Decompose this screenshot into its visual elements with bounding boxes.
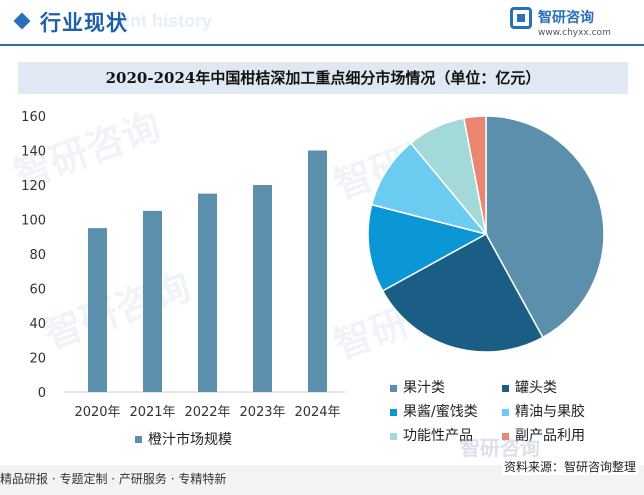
legend-item: 功能性产品 bbox=[390, 426, 473, 446]
legend-label: 功能性产品 bbox=[403, 428, 473, 444]
y-tick-label: 100 bbox=[21, 214, 46, 229]
bar bbox=[198, 193, 217, 392]
header-divider bbox=[0, 44, 644, 46]
logo-name: 智研咨询 bbox=[538, 10, 594, 26]
legend-swatch bbox=[390, 384, 397, 392]
legend-label: 果汁类 bbox=[403, 380, 445, 396]
source-note: 资料来源：智研咨询整理 bbox=[501, 458, 638, 475]
legend-item: 副产品利用 bbox=[502, 426, 585, 446]
legend-swatch bbox=[390, 408, 397, 416]
chart-title: 2020-2024年中国柑桔深加工重点细分市场情况（单位：亿元） bbox=[18, 62, 628, 94]
legend-item: 果汁类 bbox=[390, 378, 445, 398]
legend-label: 罐头类 bbox=[515, 380, 557, 396]
legend-swatch bbox=[502, 384, 509, 392]
pie-slice bbox=[370, 142, 489, 236]
y-tick-label: 80 bbox=[29, 248, 46, 263]
legend-item: 果酱/蜜饯类 bbox=[390, 402, 478, 422]
pie-slice bbox=[485, 115, 605, 339]
y-tick-label: 140 bbox=[21, 145, 46, 160]
y-tick-label: 120 bbox=[21, 179, 46, 194]
bar-chart: 0 20 40 60 80 100 120 140 160 2020年 2021年 2022年 2023… bbox=[21, 110, 345, 448]
y-tick-label: 60 bbox=[29, 283, 46, 298]
legend-item: 罐头类 bbox=[502, 378, 557, 398]
legend-swatch bbox=[502, 408, 509, 416]
legend-label: 精油与果胶 bbox=[515, 404, 585, 420]
legend-item: 精油与果胶 bbox=[502, 402, 585, 422]
y-tick-label: 0 bbox=[38, 386, 46, 401]
legend-label: 橙汁市场规模 bbox=[148, 431, 232, 448]
bar bbox=[253, 185, 272, 392]
logo-icon bbox=[510, 7, 532, 29]
pie-slice bbox=[367, 203, 489, 292]
y-tick-label: 20 bbox=[29, 352, 46, 367]
pie-slice bbox=[381, 232, 544, 353]
x-tick-label: 2024年 bbox=[294, 405, 340, 420]
brand-logo: 智研咨询 www.chyxx.com bbox=[510, 4, 630, 44]
y-tick-label: 160 bbox=[21, 110, 46, 125]
legend-label: 副产品利用 bbox=[515, 428, 585, 444]
y-tick-label: 40 bbox=[29, 317, 46, 332]
x-tick-label: 2023年 bbox=[239, 405, 285, 420]
pie-chart bbox=[367, 115, 605, 353]
x-tick-label: 2020年 bbox=[74, 405, 120, 420]
legend-swatch bbox=[135, 436, 142, 443]
legend-label: 果酱/蜜饯类 bbox=[403, 404, 478, 420]
x-tick-label: 2022年 bbox=[184, 405, 230, 420]
pie-slice bbox=[463, 115, 487, 235]
legend-swatch bbox=[390, 432, 397, 440]
footer-ghost-logo: 智研咨询 bbox=[460, 436, 540, 460]
page-header: ent history 行业现状 智研咨询 www.chyxx.com bbox=[0, 0, 644, 46]
header-title: 行业现状 bbox=[40, 11, 128, 35]
diamond-icon bbox=[13, 12, 31, 30]
bar bbox=[143, 210, 162, 392]
x-tick-label: 2021年 bbox=[129, 405, 175, 420]
bar bbox=[88, 228, 107, 392]
header-ghost-text: ent history bbox=[120, 11, 213, 31]
footer-tagline: 精品研报 · 专题定制 · 产研服务 · 专精特新 bbox=[0, 472, 227, 486]
legend-swatch bbox=[502, 432, 509, 440]
logo-url: www.chyxx.com bbox=[538, 28, 611, 38]
bar bbox=[308, 150, 327, 392]
